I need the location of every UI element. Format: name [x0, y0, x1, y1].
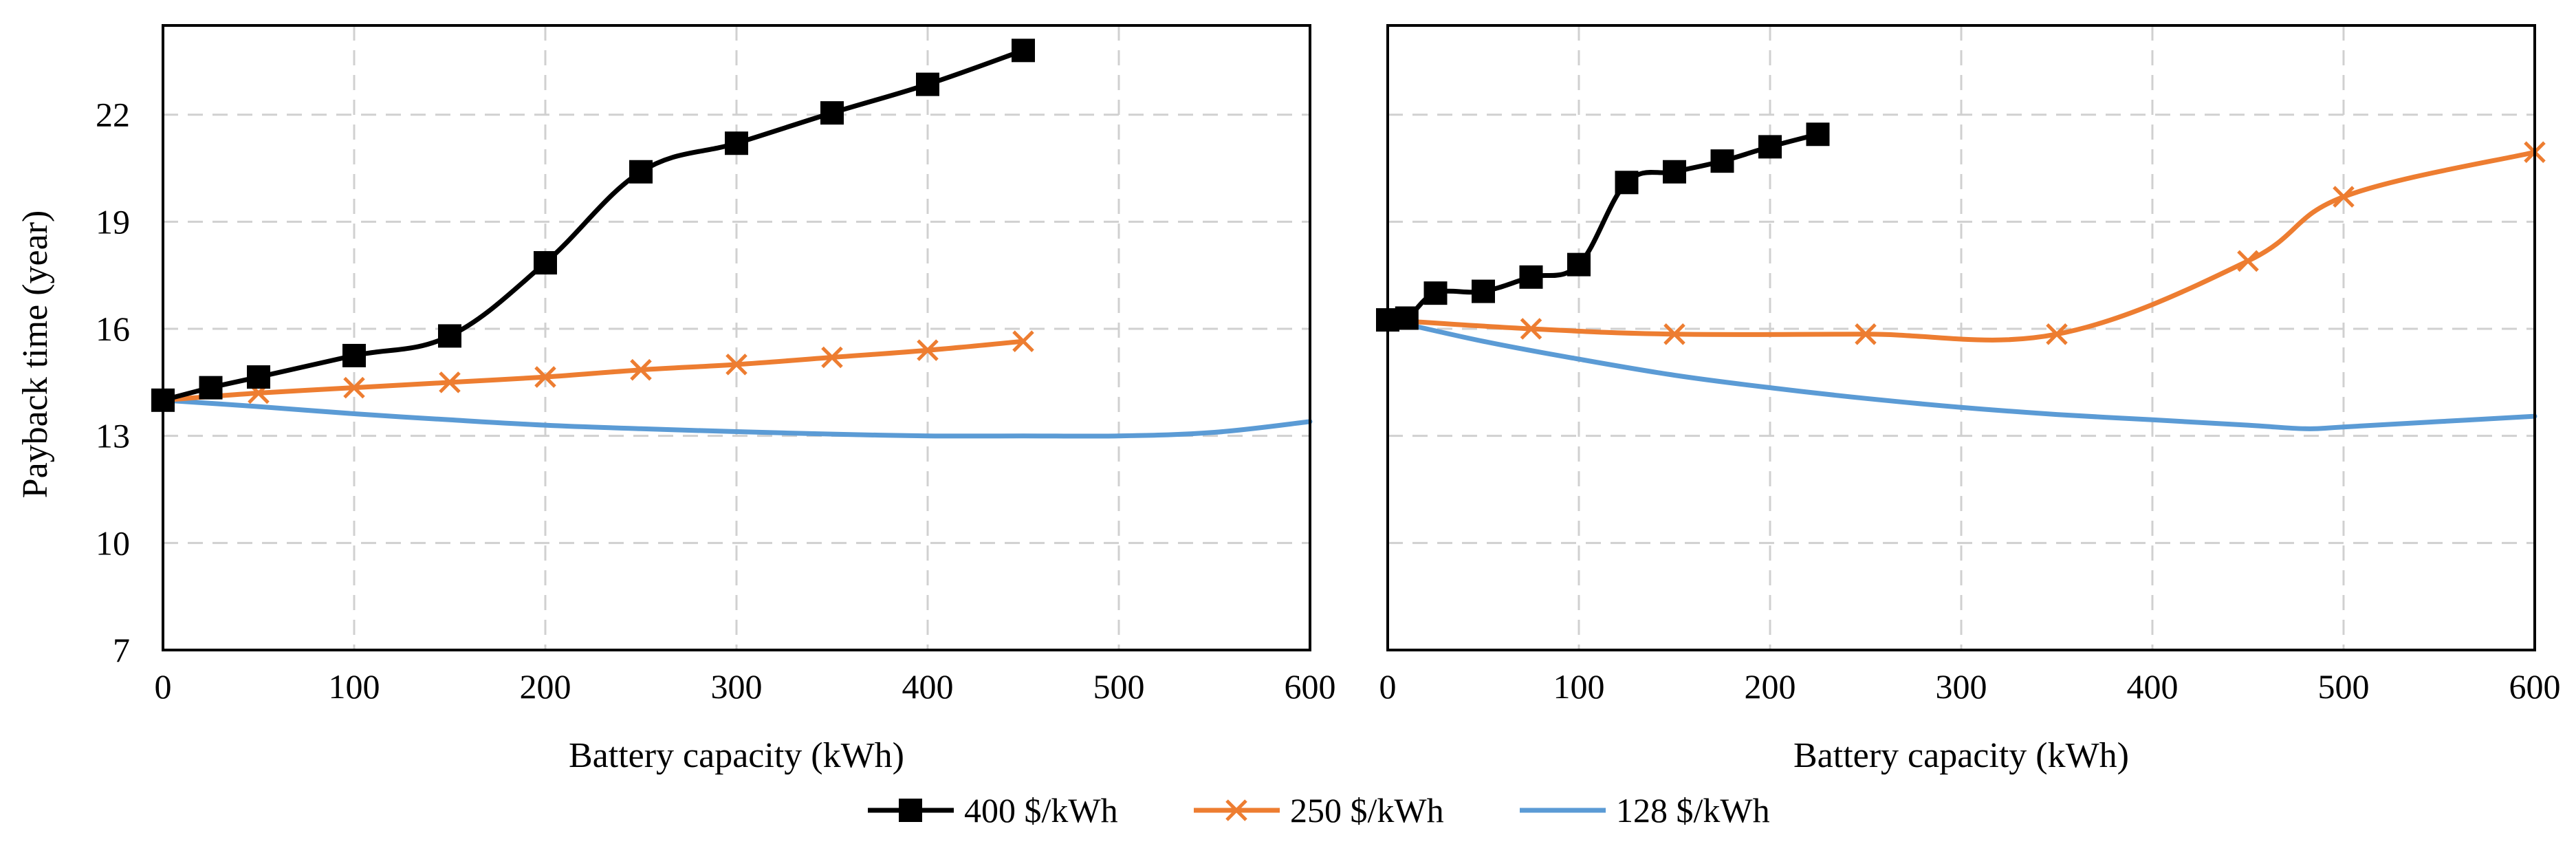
data-point — [1472, 279, 1495, 303]
data-point — [630, 358, 652, 381]
data-point — [1758, 135, 1782, 159]
y-tick-label: 16 — [96, 310, 130, 348]
data-point — [1710, 149, 1734, 173]
chart-panel-left: 0 100 200 300 400 500 600 7 10 13 16 19 22 Battery ca… — [96, 24, 1336, 775]
x-tick-label: 100 — [1553, 667, 1605, 706]
data-point — [1520, 318, 1542, 340]
x-tick-label: 0 — [1379, 667, 1397, 706]
data-point — [1395, 306, 1419, 330]
data-point — [725, 131, 748, 155]
x-axis-title: Battery capacity (kWh) — [1793, 736, 2129, 775]
x-axis-title: Battery capacity (kWh) — [569, 736, 904, 775]
x-tick-label: 100 — [329, 667, 380, 706]
x-tick-label: 400 — [902, 667, 954, 706]
data-point — [1012, 330, 1034, 352]
legend-label: 128 $/kWh — [1616, 791, 1770, 830]
plot-frame — [1386, 24, 2536, 651]
data-point — [199, 376, 223, 400]
data-point — [438, 324, 461, 348]
x-tick-label: 200 — [520, 667, 571, 706]
series-line — [1385, 317, 2537, 431]
data-point — [1663, 160, 1686, 184]
x-tick-label: 500 — [2318, 667, 2370, 706]
data-point — [1663, 323, 1685, 345]
x-tick-label: 300 — [711, 667, 763, 706]
x-tick-label: 500 — [1093, 667, 1145, 706]
y-tick-label: 7 — [113, 631, 130, 669]
x-tick-label: 200 — [1745, 667, 1796, 706]
chart-panel-right: 0 100 200 300 400 500 600 Battery capacity (kWh… — [1376, 24, 2561, 775]
data-point — [1012, 39, 1035, 63]
x-tick-label: 300 — [1936, 667, 1987, 706]
x-tick-label: 400 — [2127, 667, 2179, 706]
data-point — [820, 101, 844, 125]
data-point — [917, 339, 939, 361]
data-point — [1567, 252, 1591, 277]
series-line — [160, 338, 1026, 403]
legend-marker — [1225, 799, 1247, 821]
x-tick-label: 600 — [2509, 667, 2561, 706]
data-point — [1519, 265, 1543, 289]
data-point — [439, 371, 461, 393]
plot-frame — [162, 24, 1311, 651]
data-point — [534, 251, 557, 275]
legend-marker — [899, 799, 922, 822]
y-tick-label: 13 — [96, 417, 130, 455]
data-point — [629, 160, 653, 184]
data-point — [916, 72, 939, 96]
y-tick-label: 19 — [96, 202, 130, 241]
data-point — [342, 343, 366, 367]
series-line — [160, 398, 1313, 439]
y-axis-title: Payback time (year) — [16, 210, 55, 499]
legend-label: 250 $/kWh — [1290, 791, 1444, 830]
x-tick-label: 600 — [1285, 667, 1336, 706]
data-point — [1423, 281, 1448, 305]
data-point — [2046, 323, 2068, 345]
data-point — [1855, 323, 1877, 345]
data-point — [343, 376, 365, 399]
data-point — [821, 346, 843, 369]
y-tick-label: 10 — [96, 523, 130, 562]
data-point — [725, 354, 747, 376]
y-tick-label: 22 — [96, 96, 130, 134]
data-point — [2237, 250, 2259, 272]
data-point — [534, 366, 556, 388]
legend-label: 400 $/kWh — [964, 791, 1118, 830]
legend: 400 $/kWh 250 $/kWh 128 $/kWh — [868, 791, 1770, 830]
series-line — [1385, 149, 2537, 343]
x-tick-label: 0 — [155, 667, 172, 706]
data-point — [247, 365, 270, 389]
data-point — [2333, 186, 2355, 208]
data-point — [1806, 122, 1830, 147]
data-point — [1615, 171, 1639, 195]
